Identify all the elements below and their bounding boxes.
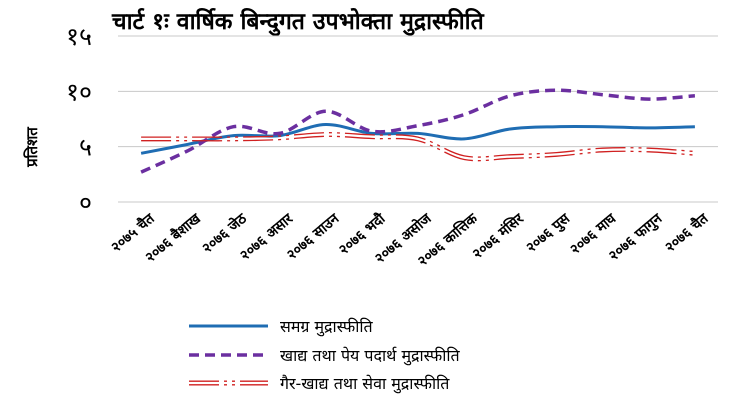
x-tick-label: २०७६ मंसिर: [469, 209, 528, 262]
chart-title: चार्ट १ः वार्षिक बिन्दुगत उपभोक्ता मुद्र…: [112, 9, 484, 35]
legend-label: समग्र मुद्रास्फीति: [280, 317, 374, 337]
x-tick-label: २०७६ चैत: [662, 209, 713, 255]
y-tick-labels: ० ५ १० १५: [66, 22, 92, 217]
y-tick-label: ०: [79, 188, 92, 217]
legend: समग्र मुद्रास्फीति खाद्य तथा पेय पदार्थ म…: [189, 317, 461, 394]
series-line-0: [140, 122, 695, 155]
y-tick-label: ५: [79, 133, 92, 162]
y-axis-label: प्रतिशत: [23, 126, 41, 168]
y-tick-label: १५: [66, 22, 92, 51]
y-tick-label: १०: [66, 77, 92, 106]
legend-entry-2: गैर-खाद्य तथा सेवा मुद्रास्फीति: [189, 374, 450, 394]
x-tick-label: २०७६ पुस: [523, 210, 574, 256]
legend-entry-0: समग्र मुद्रास्फीति: [189, 317, 374, 337]
legend-label: गैर-खाद्य तथा सेवा मुद्रास्फीति: [280, 374, 450, 394]
legend-entry-1: खाद्य तथा पेय पदार्थ मुद्रास्फीति: [189, 346, 461, 366]
x-tick-label: २०७६ साउन: [284, 210, 343, 263]
series-line-1: [140, 88, 696, 174]
series-layer: [140, 88, 696, 174]
series-line-2: [141, 132, 695, 162]
grid-layer: [118, 35, 718, 203]
legend-label: खाद्य तथा पेय पदार्थ मुद्रास्फीति: [280, 346, 461, 366]
